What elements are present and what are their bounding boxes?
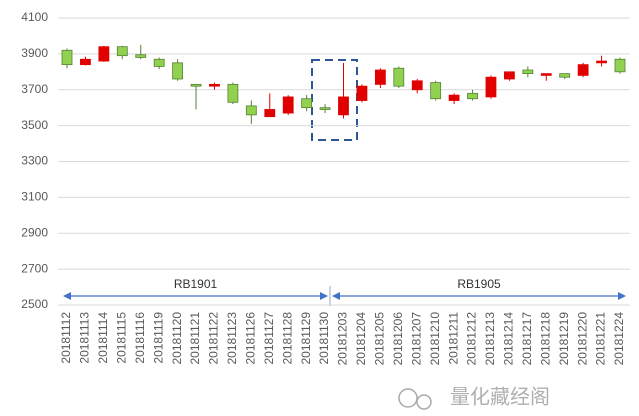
candle-body <box>98 46 110 62</box>
candle-body <box>356 85 368 101</box>
candle-body <box>190 83 202 87</box>
x-tick-label: 20181122 <box>207 312 221 365</box>
x-tick-label: 20181221 <box>594 312 608 366</box>
x-tick-label: 20181114 <box>96 312 110 364</box>
candle-body <box>374 69 386 85</box>
x-tick-label: 20181123 <box>225 312 239 365</box>
x-tick-label: 20181128 <box>280 312 294 365</box>
highlight-box <box>311 59 358 141</box>
x-tick-label: 20181204 <box>354 312 368 366</box>
x-tick-label: 20181115 <box>114 312 128 364</box>
candle-body <box>540 73 552 76</box>
x-tick-label: 20181116 <box>133 312 147 364</box>
x-tick-label: 20181129 <box>299 312 313 365</box>
x-tick-label: 20181113 <box>78 312 92 364</box>
y-tick-label: 3100 <box>21 190 48 204</box>
candle-body <box>61 49 73 66</box>
candle-body <box>301 98 313 109</box>
x-tick-label: 20181211 <box>446 312 460 365</box>
range-label: RB1901 <box>174 277 218 291</box>
range-label: RB1905 <box>457 277 501 291</box>
x-tick-label: 20181127 <box>262 312 276 365</box>
candle-body <box>503 71 515 80</box>
candle-body <box>467 92 478 100</box>
x-tick-label: 20181207 <box>409 312 423 366</box>
x-tick-label: 20181210 <box>428 312 442 366</box>
x-tick-label: 20181214 <box>502 312 516 366</box>
candle-body <box>411 80 423 91</box>
candle-body <box>209 83 220 87</box>
candle-body <box>227 83 239 103</box>
y-tick-label: 3300 <box>21 154 48 168</box>
candle-body <box>135 54 147 58</box>
x-tick-label: 20181206 <box>391 312 405 366</box>
candle-body <box>153 58 165 67</box>
x-tick-label: 20181121 <box>188 312 202 365</box>
x-tick-label: 20181203 <box>336 312 350 366</box>
candle-body <box>338 96 349 116</box>
x-tick-label: 20181217 <box>520 312 534 366</box>
x-tick-label: 20181220 <box>575 312 589 366</box>
candle-body <box>264 109 276 118</box>
candle-body <box>485 76 497 98</box>
candle-body <box>596 60 607 64</box>
x-tick-label: 20181130 <box>317 312 331 365</box>
candle-body <box>282 96 294 114</box>
label-bg <box>165 278 226 292</box>
x-tick-label: 20181126 <box>244 312 258 365</box>
candle-body <box>80 58 91 66</box>
x-tick-label: 20181212 <box>465 312 479 366</box>
candle-body <box>430 82 442 100</box>
y-tick-label: 3700 <box>21 82 48 96</box>
candle-body <box>319 107 331 110</box>
y-tick-label: 4100 <box>21 10 48 24</box>
candle-body <box>614 58 626 73</box>
x-tick-label: 20181219 <box>557 312 571 366</box>
candle-body <box>448 94 460 101</box>
candle-body <box>577 64 589 76</box>
label-bg <box>449 278 509 292</box>
y-tick-label: 2900 <box>21 225 48 239</box>
x-tick-label: 20181112 <box>59 312 73 364</box>
y-tick-label: 3500 <box>21 118 48 132</box>
x-tick-label: 20181205 <box>373 312 387 366</box>
x-tick-label: 20181120 <box>170 312 184 365</box>
x-tick-label: 20181213 <box>483 312 497 366</box>
y-tick-label: 2700 <box>21 261 48 275</box>
x-tick-label: 20181218 <box>538 312 552 366</box>
watermark-icon <box>398 388 432 410</box>
candle-body <box>245 105 257 116</box>
x-tick-label: 20181224 <box>612 312 626 366</box>
candle-body <box>559 73 571 78</box>
y-tick-label: 2500 <box>21 297 48 311</box>
candle-body <box>522 69 534 75</box>
candle-body <box>393 67 405 87</box>
y-tick-label: 3900 <box>21 46 48 60</box>
watermark: 量化藏经阁 <box>450 385 550 408</box>
x-tick-label: 20181119 <box>151 312 165 364</box>
candle-body <box>172 62 184 80</box>
candle-body <box>116 46 128 57</box>
